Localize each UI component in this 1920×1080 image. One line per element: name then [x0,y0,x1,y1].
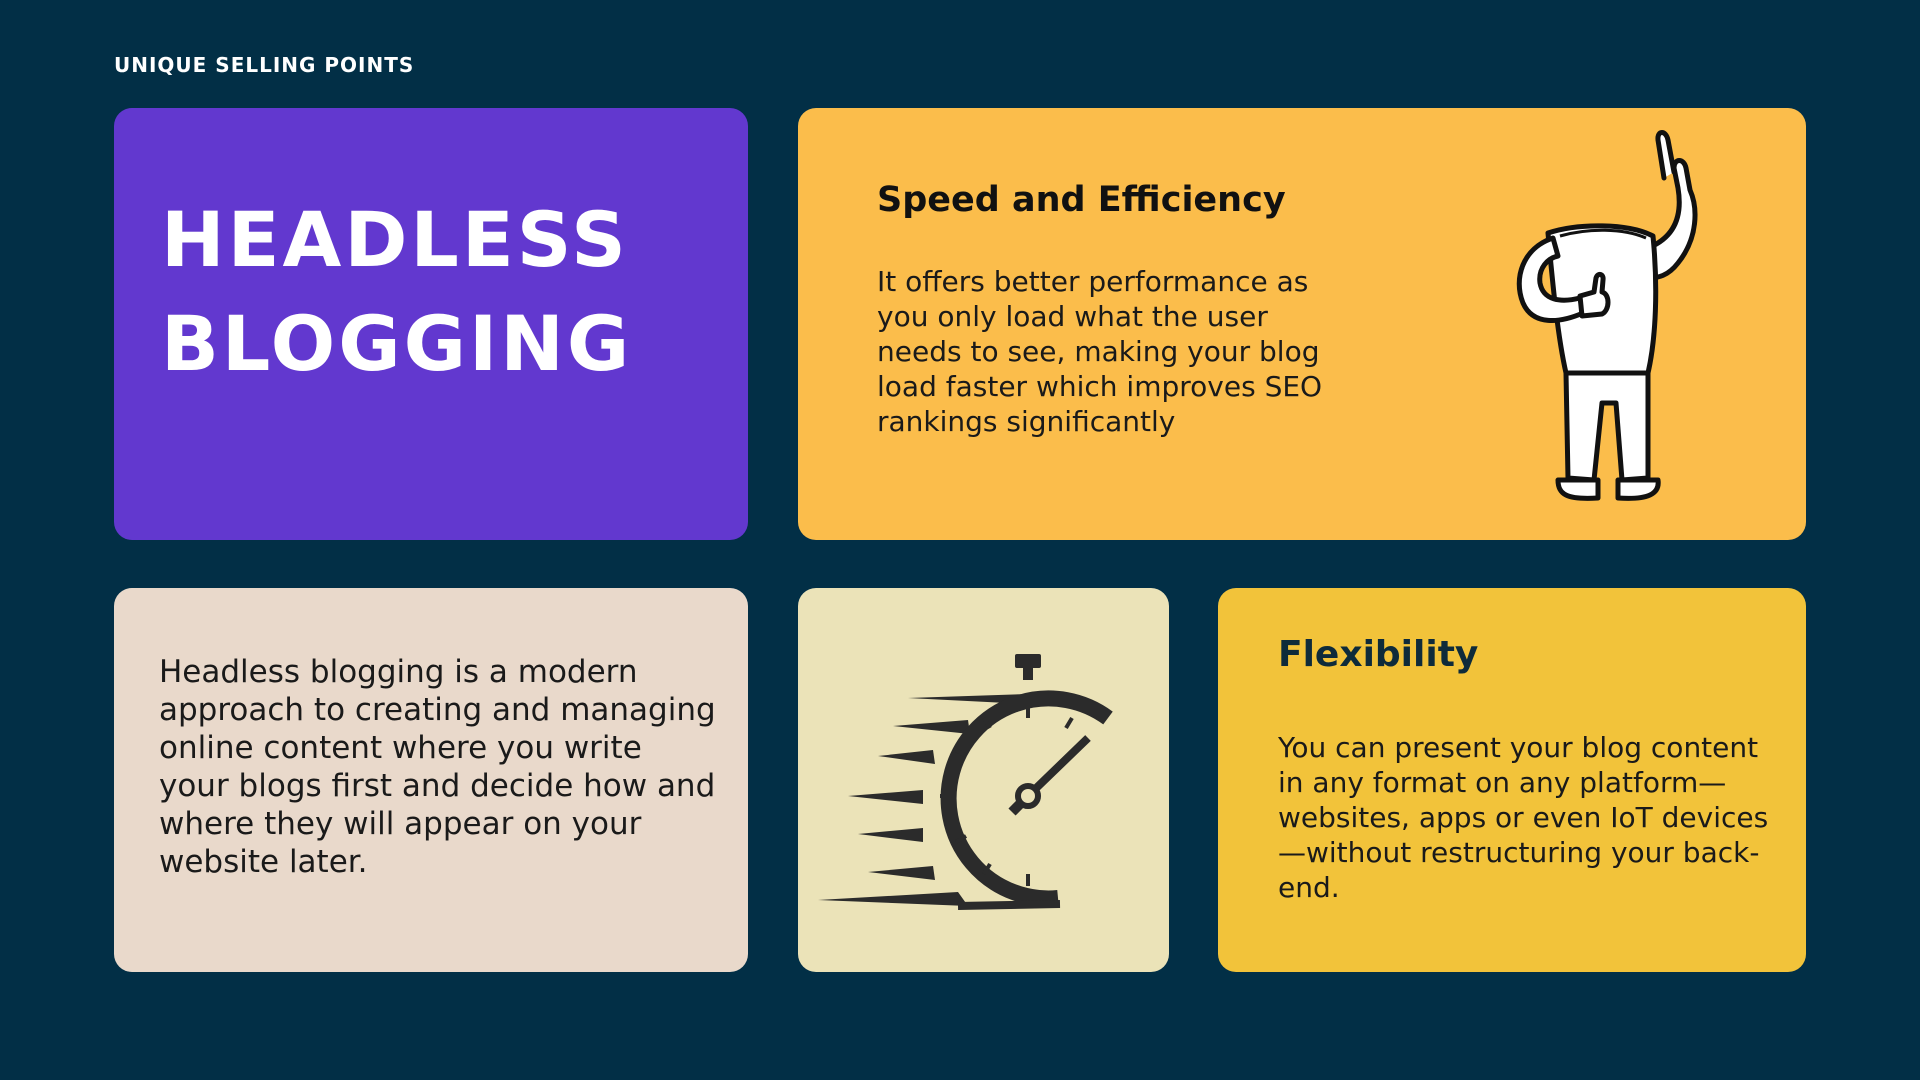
title-card: HEADLESS BLOGGING [114,108,748,540]
flexibility-body: You can present your blog content in any… [1278,731,1769,904]
timer-card [798,588,1169,972]
speed-card: Speed and Efficiency It offers better pe… [798,108,1806,540]
intro-card: Headless blogging is a modern approach t… [114,588,748,972]
speed-heading: Speed and Efficiency [877,180,1286,220]
section-eyebrow: UNIQUE SELLING POINTS [114,53,415,77]
headless-person-pointing-up-icon [1516,130,1698,501]
intro-body: Headless blogging is a modern approach t… [159,654,716,880]
title-line-1: HEADLESS [161,195,629,284]
title-line-2: BLOGGING [161,299,633,388]
flexibility-heading: Flexibility [1278,634,1479,675]
speed-body: It offers better performance as you only… [877,265,1323,438]
flexibility-card: Flexibility You can present your blog co… [1218,588,1806,972]
stopwatch-speed-icon [818,654,1113,910]
slide-title: HEADLESS BLOGGING [161,188,632,396]
